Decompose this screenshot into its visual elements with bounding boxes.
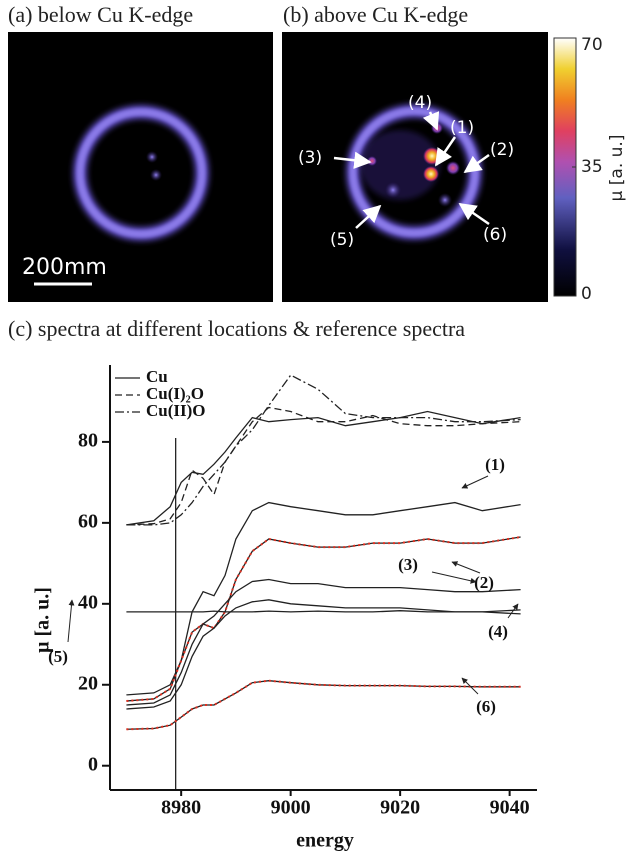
annotation-arrow <box>68 600 72 642</box>
y-tick-label: 40 <box>78 591 98 613</box>
line-series <box>126 681 520 730</box>
y-axis-label: μ [a. u.] <box>32 587 54 653</box>
location-label: (4) <box>408 93 432 113</box>
annotation-arrow <box>452 562 480 573</box>
y-tick-label: 20 <box>78 672 98 694</box>
image-a: 200mm <box>8 32 273 302</box>
fit-overlay <box>126 537 520 701</box>
colorbar-tick-label: 35 <box>581 157 603 177</box>
y-tick-label: 60 <box>78 510 98 532</box>
figure: (a) below Cu K-edge (b) above Cu K-edge … <box>0 0 631 851</box>
location-label: (6) <box>483 225 507 245</box>
location-label: (5) <box>330 230 354 250</box>
panel-title: (a) below Cu K-edge <box>8 2 193 27</box>
annotation-label: (5) <box>48 647 68 666</box>
annotation-label: (6) <box>476 697 496 716</box>
scale-bar-label: 200mm <box>22 255 107 280</box>
y-tick-label: 0 <box>88 753 98 775</box>
location-label: (2) <box>490 140 514 160</box>
x-tick-label: 9040 <box>490 797 530 819</box>
location-label: (1) <box>450 118 474 138</box>
colorbar-tick-label: 70 <box>581 35 603 55</box>
location-label: (3) <box>298 148 322 168</box>
chart-title: (c) spectra at different locations & ref… <box>8 316 465 341</box>
annotation-arrow <box>462 476 488 488</box>
legend-label: Cu(II)O <box>146 401 206 420</box>
colorbar-label: μ [a. u.] <box>607 135 627 202</box>
annotation-label: (2) <box>474 573 494 592</box>
line-series <box>126 537 520 701</box>
y-tick-label: 80 <box>78 429 98 451</box>
x-tick-label: 9020 <box>380 797 420 819</box>
line-series <box>126 408 520 525</box>
annotation-arrow <box>432 572 476 582</box>
x-axis-label: energy <box>296 830 354 851</box>
annotation-label: (1) <box>485 455 505 474</box>
x-tick-label: 8980 <box>161 797 201 819</box>
colorbar-tick-label: 0 <box>581 284 592 304</box>
annotation-label: (3) <box>398 555 418 574</box>
fit-overlay <box>126 681 520 730</box>
line-series <box>126 412 520 525</box>
image-b: (4) (1) (2) (3) (5) (6) <box>282 32 548 302</box>
line-series <box>126 600 520 709</box>
x-tick-label: 9000 <box>271 797 311 819</box>
annotation-label: (4) <box>488 622 508 641</box>
line-series <box>126 610 520 612</box>
panel-title: (b) above Cu K-edge <box>283 2 468 27</box>
line-series <box>126 503 520 695</box>
